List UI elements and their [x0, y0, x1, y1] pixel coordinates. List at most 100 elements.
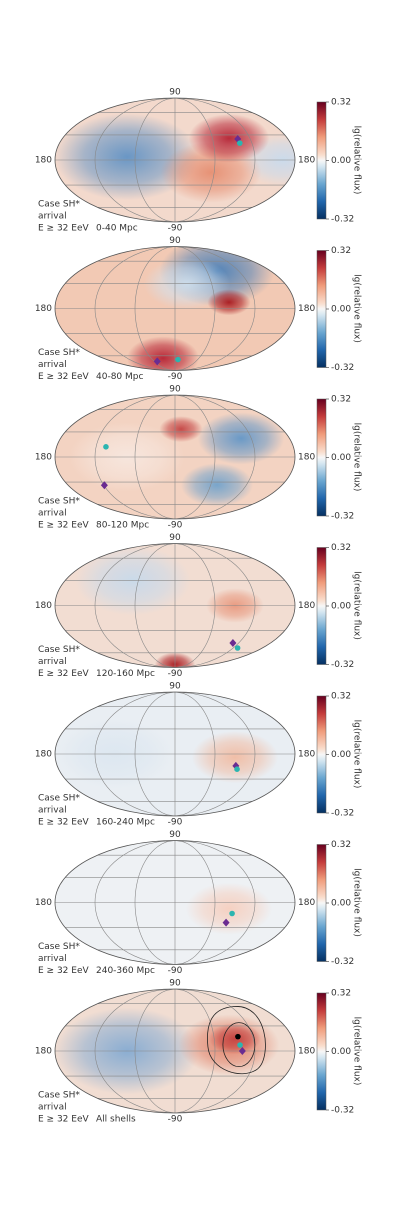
lat-tick-label: 90: [169, 682, 181, 692]
lat-tick-label: -90: [168, 521, 183, 531]
colorbar-tick-label: 0.00: [331, 453, 351, 463]
colorbar-label: lg(relative flux): [352, 868, 362, 937]
colorbar: [316, 547, 327, 665]
lat-tick-label: 90: [169, 979, 181, 989]
map-outline: [54, 97, 296, 223]
source-marker: [103, 444, 109, 450]
colorbar-tick-label: 0.32: [331, 840, 351, 850]
colorbar-label: lg(relative flux): [352, 274, 362, 343]
sky-map: [55, 840, 295, 965]
mode-label: arrival: [38, 509, 67, 519]
case-label: Case SH*: [38, 200, 80, 210]
panel: 90 -90 180 180 Case SH* arrival E ≥ 32 EeV 40-8…: [35, 236, 362, 382]
colorbar-tick-label: -0.32: [331, 215, 354, 225]
graticule: [134, 395, 176, 519]
sky-map: [55, 989, 295, 1113]
source-marker: [222, 918, 230, 927]
flux-region: [181, 463, 253, 507]
graticule: [174, 246, 256, 371]
lat-tick-label: 90: [169, 88, 181, 98]
lon-tick-label: 180: [35, 601, 52, 611]
mode-label: arrival: [38, 657, 67, 667]
graticule: [134, 98, 176, 222]
graticule: [174, 246, 216, 371]
lon-tick-label: 180: [298, 898, 315, 908]
graticule: [174, 692, 256, 816]
source-marker: [100, 481, 108, 490]
map-outline: [54, 840, 296, 965]
colorbar: [316, 250, 327, 368]
case-label: Case SH*: [38, 348, 80, 358]
lat-tick-label: -90: [168, 224, 183, 234]
graticule: [134, 543, 176, 668]
map-outline: [54, 988, 296, 1114]
graticule: [94, 692, 176, 816]
colorbar-tick-label: 0.32: [331, 543, 351, 553]
graticule: [174, 395, 216, 519]
sky-map: [55, 692, 295, 816]
energy-label: E ≥ 32 EeV: [38, 818, 89, 828]
graticule: [174, 840, 256, 965]
graticule: [174, 98, 256, 222]
shell-label: 80-120 Mpc: [96, 521, 149, 531]
graticule: [94, 395, 176, 519]
energy-label: E ≥ 32 EeV: [38, 1115, 89, 1125]
colorbar-tick-label: 0.00: [331, 305, 351, 315]
lon-tick-label: 180: [35, 453, 52, 463]
source-marker: [237, 1042, 243, 1048]
mode-label: arrival: [38, 1103, 67, 1113]
colorbar-tick-label: -0.32: [331, 660, 354, 670]
colorbar-tick-label: 0.00: [331, 750, 351, 760]
contour: [207, 1006, 266, 1074]
colorbar-tick-label: -0.32: [331, 363, 354, 373]
graticule: [174, 989, 216, 1113]
source-marker: [234, 645, 241, 651]
colorbar-label: lg(relative flux): [352, 571, 362, 640]
lon-tick-label: 180: [35, 1047, 52, 1057]
colorbar-label: lg(relative flux): [352, 423, 362, 492]
colorbar-tick-label: -0.32: [331, 1106, 354, 1116]
lon-tick-label: 180: [298, 750, 315, 760]
colorbar: [316, 992, 327, 1111]
source-marker: [238, 1047, 246, 1055]
graticule: [134, 840, 176, 965]
panel: 90 -90 180 180 Case SH* arrival E ≥ 32 EeV All …: [35, 979, 362, 1125]
lat-tick-label: -90: [168, 818, 183, 828]
panel: 90 -90 180 180 Case SH* arrival E ≥ 32 EeV 80-1…: [35, 385, 362, 531]
colorbar-tick-label: 0.32: [331, 395, 351, 405]
flux-region: [207, 289, 251, 316]
colorbar-tick-label: 0.00: [331, 1047, 351, 1057]
graticule: [174, 840, 216, 965]
flux-region: [209, 1022, 261, 1055]
colorbar-tick-label: -0.32: [331, 512, 354, 522]
graticule: [94, 989, 176, 1113]
graticule: [94, 246, 176, 371]
sky-map: [55, 246, 295, 371]
graticule: [134, 989, 176, 1113]
mode-label: arrival: [38, 954, 67, 964]
sky-map: [55, 543, 295, 668]
energy-label: E ≥ 32 EeV: [38, 372, 89, 382]
energy-label: E ≥ 32 EeV: [38, 224, 89, 234]
lon-tick-label: 180: [298, 304, 315, 314]
colorbar: [316, 844, 327, 962]
map-outline: [54, 246, 296, 371]
graticule: [134, 692, 176, 816]
flux-region: [159, 416, 203, 443]
lon-tick-label: 180: [35, 304, 52, 314]
colorbar-label: lg(relative flux): [352, 126, 362, 195]
lat-tick-label: -90: [168, 1115, 183, 1125]
lon-tick-label: 180: [298, 601, 315, 611]
colorbar-tick-label: 0.00: [331, 156, 351, 166]
graticule: [174, 543, 256, 668]
shell-label: 120-160 Mpc: [96, 669, 155, 679]
lat-tick-label: 90: [169, 236, 181, 246]
lon-tick-label: 180: [298, 453, 315, 463]
graticule: [174, 395, 256, 519]
colorbar-label: lg(relative flux): [352, 720, 362, 789]
colorbar-tick-label: -0.32: [331, 809, 354, 819]
colorbar-label: lg(relative flux): [352, 1017, 362, 1086]
shell-label: All shells: [96, 1115, 136, 1125]
shell-label: 0-40 Mpc: [96, 224, 138, 234]
colorbar: [316, 398, 327, 517]
